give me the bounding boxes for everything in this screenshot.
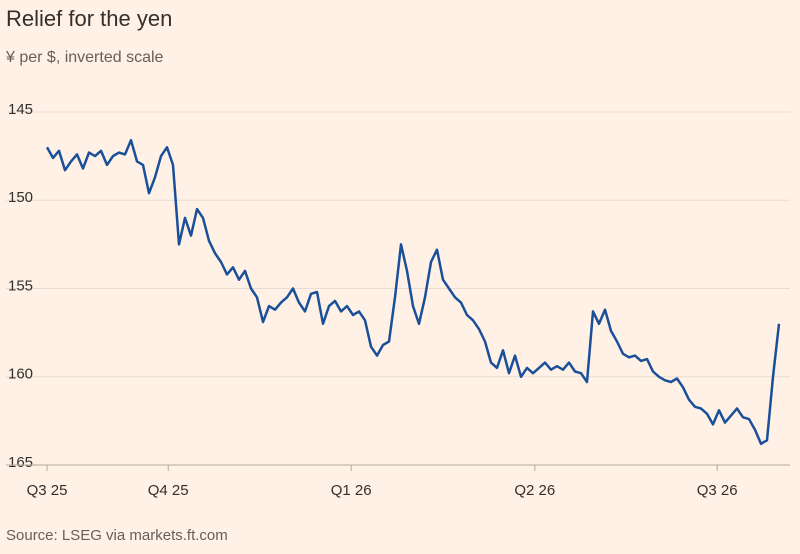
- y-tick-label: 165: [8, 454, 33, 471]
- x-tick-label: Q3 25: [27, 482, 68, 499]
- y-tick-label: 150: [8, 189, 33, 206]
- source: Source: LSEG via markets.ft.com: [6, 527, 228, 544]
- x-tick-label: Q1 26: [331, 482, 372, 499]
- chart-title: Relief for the yen: [6, 6, 172, 31]
- x-tick-label: Q2 26: [514, 482, 555, 499]
- y-tick-label: 160: [8, 366, 33, 383]
- x-tick-label: Q4 25: [148, 482, 189, 499]
- chart-subtitle: ¥ per $, inverted scale: [5, 49, 164, 66]
- y-tick-label: 145: [8, 101, 33, 118]
- x-tick-label: Q3 26: [697, 482, 738, 499]
- y-tick-label: 155: [8, 277, 33, 294]
- line-series: [45, 138, 781, 446]
